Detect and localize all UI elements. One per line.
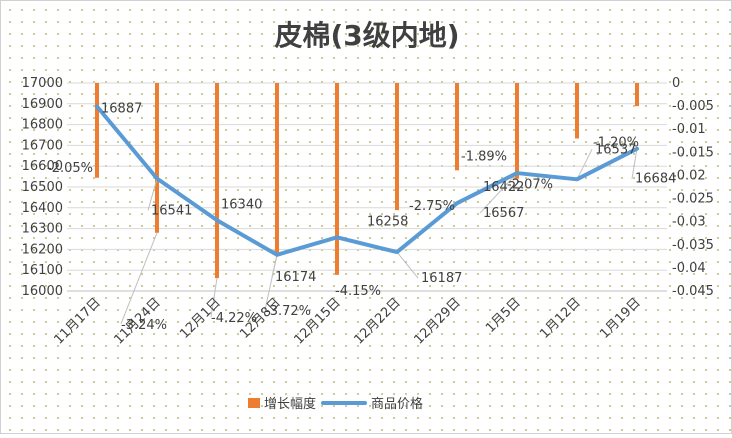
growth-bar [455, 83, 459, 171]
x-tick-label: 1月19日 [597, 295, 644, 342]
leader-line [210, 277, 218, 318]
chart-title: 皮棉(3级内地) [274, 19, 459, 52]
growth-bar [395, 83, 399, 211]
legend: 增长幅度 商品价格 [248, 396, 423, 412]
price-label: 16174 [275, 270, 316, 285]
left-tick-label: 16300 [22, 222, 63, 237]
right-tick-label: -0.04 [672, 261, 706, 276]
growth-label: -4.22% [211, 311, 257, 326]
bar-series [95, 83, 639, 279]
left-axis-ticks: 17000 16900 16800 16700 16600 16500 16400 16300… [22, 76, 63, 299]
growth-label: -2.05% [47, 161, 93, 176]
label-leader-lines [120, 148, 638, 324]
right-tick-label: -0.045 [672, 284, 714, 299]
growth-bar [335, 83, 339, 275]
left-tick-label: 16800 [22, 118, 63, 133]
price-label: 16258 [367, 214, 408, 229]
price-label: 16340 [221, 197, 262, 212]
right-tick-label: -0.035 [672, 238, 714, 253]
left-tick-label: 16100 [22, 263, 63, 278]
x-tick-label: 1月5日 [483, 295, 524, 336]
right-tick-label: -0.025 [672, 192, 714, 207]
growth-bar [155, 83, 159, 233]
growth-bar [515, 83, 519, 179]
left-tick-label: 16700 [22, 138, 63, 153]
price-label: 16567 [483, 206, 524, 221]
left-tick-label: 16000 [22, 284, 63, 299]
right-tick-label: -0.015 [672, 145, 714, 160]
left-tick-label: 17000 [22, 76, 63, 91]
price-label: 16537 [595, 142, 636, 157]
leader-line [396, 251, 419, 279]
leader-line [264, 254, 278, 311]
growth-bar [95, 83, 99, 178]
leader-line [479, 172, 518, 214]
x-tick-label: 12月29日 [411, 295, 463, 347]
legend-line-label: 商品价格 [371, 396, 423, 412]
x-tick-label: 11月17日 [51, 295, 103, 347]
leader-line [576, 149, 593, 180]
legend-bar-label: 增长幅度 [264, 396, 316, 412]
right-axis-ticks: 0 -0.005 -0.01 -0.015 -0.02 -0.025 -0.03 -0.035… [672, 76, 714, 299]
x-tick-label: 1月12日 [537, 295, 584, 342]
growth-label: -2.07% [507, 178, 553, 193]
growth-label: -1.20% [593, 135, 639, 150]
right-tick-label: -0.01 [672, 122, 706, 137]
growth-label: -3.72% [265, 304, 311, 319]
price-label: 16422 [483, 180, 524, 195]
growth-bar [215, 83, 219, 279]
right-tick-label: 0 [672, 76, 680, 91]
price-label: 16887 [101, 102, 142, 117]
left-tick-label: 16500 [22, 180, 63, 195]
growth-label: -3.24% [121, 318, 167, 333]
price-label: 16541 [151, 203, 192, 218]
leader-line [631, 148, 638, 179]
right-tick-label: -0.03 [672, 215, 706, 230]
legend-bar-swatch [248, 398, 260, 408]
growth-bar [635, 83, 639, 107]
leader-line [147, 178, 158, 211]
growth-bar [275, 83, 279, 255]
left-tick-label: 16400 [22, 201, 63, 216]
left-tick-label: 16600 [22, 159, 63, 174]
left-tick-label: 16900 [22, 97, 63, 112]
x-tick-label: 12月22日 [351, 295, 403, 347]
price-line [95, 104, 639, 257]
price-label: 16684 [635, 172, 676, 187]
line-series [95, 104, 639, 257]
right-tick-label: -0.02 [672, 168, 706, 183]
data-labels: 16887 16541 16340 16174 16258 16187 16422 16567… [47, 102, 676, 333]
left-tick-label: 16200 [22, 242, 63, 257]
growth-label: -2.75% [409, 199, 455, 214]
growth-label: -1.89% [461, 149, 507, 164]
price-label: 16187 [421, 271, 462, 286]
leader-line [120, 232, 158, 324]
growth-label: -4.15% [335, 284, 381, 299]
growth-bar [575, 83, 579, 139]
right-tick-label: -0.005 [672, 99, 714, 114]
